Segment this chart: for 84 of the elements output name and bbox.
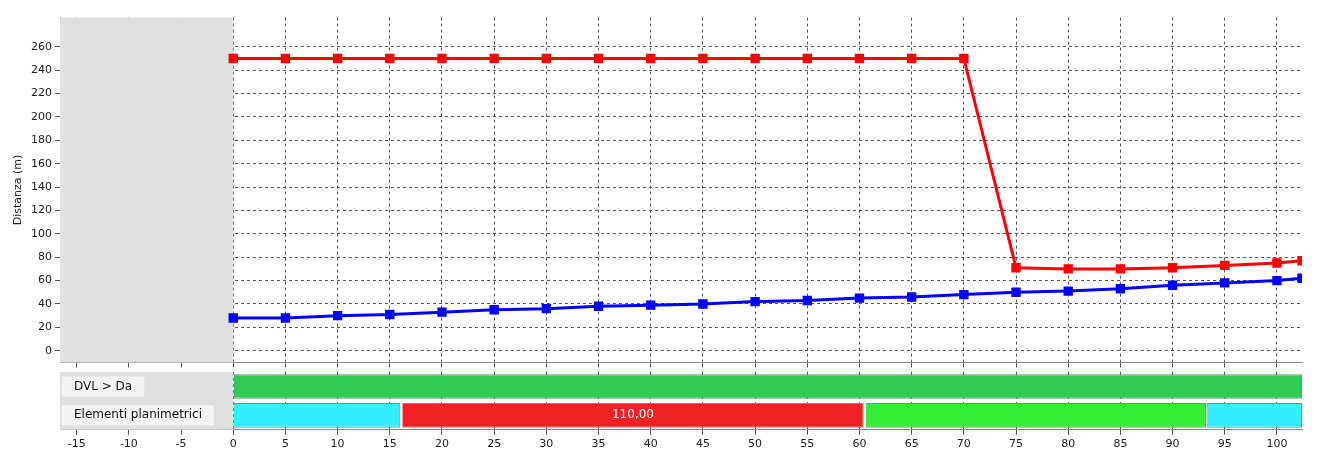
annotation: 110,00 [611, 407, 654, 422]
point [489, 305, 499, 315]
point [698, 299, 708, 309]
y-tick-label: 160 [31, 156, 52, 170]
x-tick-label: -10 [119, 437, 138, 451]
y-tick-label: DVL > Da [74, 378, 133, 393]
point [228, 313, 238, 323]
point [437, 53, 447, 64]
y-tick-label: 100 [31, 226, 52, 240]
y-tick-label: 220 [31, 86, 52, 100]
point [1115, 264, 1126, 274]
point [385, 309, 395, 320]
point [854, 293, 865, 303]
point [1220, 278, 1230, 288]
x-tick-label: 100 [1266, 437, 1288, 451]
point [1167, 263, 1178, 273]
x-tick-label: 65 [904, 437, 919, 451]
x-tick-label: 40 [643, 437, 658, 451]
x-tick-label: 5 [281, 437, 289, 451]
x-tick-label: 30 [539, 437, 554, 451]
point [332, 53, 343, 64]
point [437, 307, 447, 317]
point [593, 301, 604, 311]
point [1272, 275, 1282, 286]
x-tick-label: -15 [67, 437, 86, 451]
x-tick-label: 35 [591, 437, 606, 451]
point [698, 53, 708, 64]
y-tick-label: 0 [45, 343, 52, 357]
y-tick-label: 240 [31, 63, 52, 77]
point [1220, 260, 1230, 271]
point [750, 296, 760, 307]
point [802, 295, 812, 306]
point [1272, 258, 1282, 268]
point [541, 303, 552, 314]
point [541, 53, 552, 64]
point [646, 300, 656, 310]
point [332, 310, 343, 321]
point [280, 53, 291, 64]
y-tick-label: 20 [38, 320, 52, 334]
y-tick-label: Elementi planimetrici [74, 407, 203, 422]
point [906, 53, 917, 64]
y-tick-label: 120 [31, 203, 52, 217]
y-tick-label: 200 [31, 109, 52, 123]
x-tick-label: 20 [434, 437, 449, 451]
point [959, 53, 969, 64]
point [593, 53, 604, 64]
y-tick-label: 40 [38, 296, 52, 310]
point [1011, 287, 1021, 297]
x-tick-label: 95 [1217, 437, 1232, 451]
y-axis-title: Distanza (m) [11, 154, 25, 226]
x-tick-label: 75 [1009, 437, 1024, 451]
y-tick-label: 260 [31, 39, 52, 53]
y-tick-label: 80 [38, 250, 52, 264]
point [1063, 264, 1073, 274]
x-tick-label: 90 [1165, 437, 1180, 451]
point [228, 53, 238, 64]
x-tick-label: 55 [800, 437, 815, 451]
point [854, 53, 865, 64]
point [802, 53, 812, 64]
point [646, 53, 656, 64]
point [959, 289, 969, 300]
y-tick-label: 140 [31, 179, 52, 193]
point [906, 292, 917, 302]
x-tick-label: 15 [382, 437, 397, 451]
point [1063, 286, 1073, 296]
x-tick-label: -5 [175, 437, 187, 451]
x-tick-label: 85 [1113, 437, 1128, 451]
x-tick-label: 50 [748, 437, 763, 451]
x-tick-label: 80 [1061, 437, 1076, 451]
x-tick-label: 45 [695, 437, 710, 451]
y-tick-label: 180 [31, 133, 52, 147]
x-tick-label: 25 [487, 437, 502, 451]
point [385, 53, 395, 64]
point [280, 313, 291, 323]
x-tick-label: 60 [852, 437, 867, 451]
y-tick-label: 60 [38, 273, 52, 287]
point [1011, 263, 1021, 273]
x-tick-label: 70 [956, 437, 971, 451]
point [1167, 280, 1178, 290]
point [750, 53, 760, 64]
x-tick-label: 10 [330, 437, 345, 451]
point [489, 53, 499, 64]
point [1115, 284, 1126, 294]
x-tick-label: 0 [229, 437, 237, 451]
